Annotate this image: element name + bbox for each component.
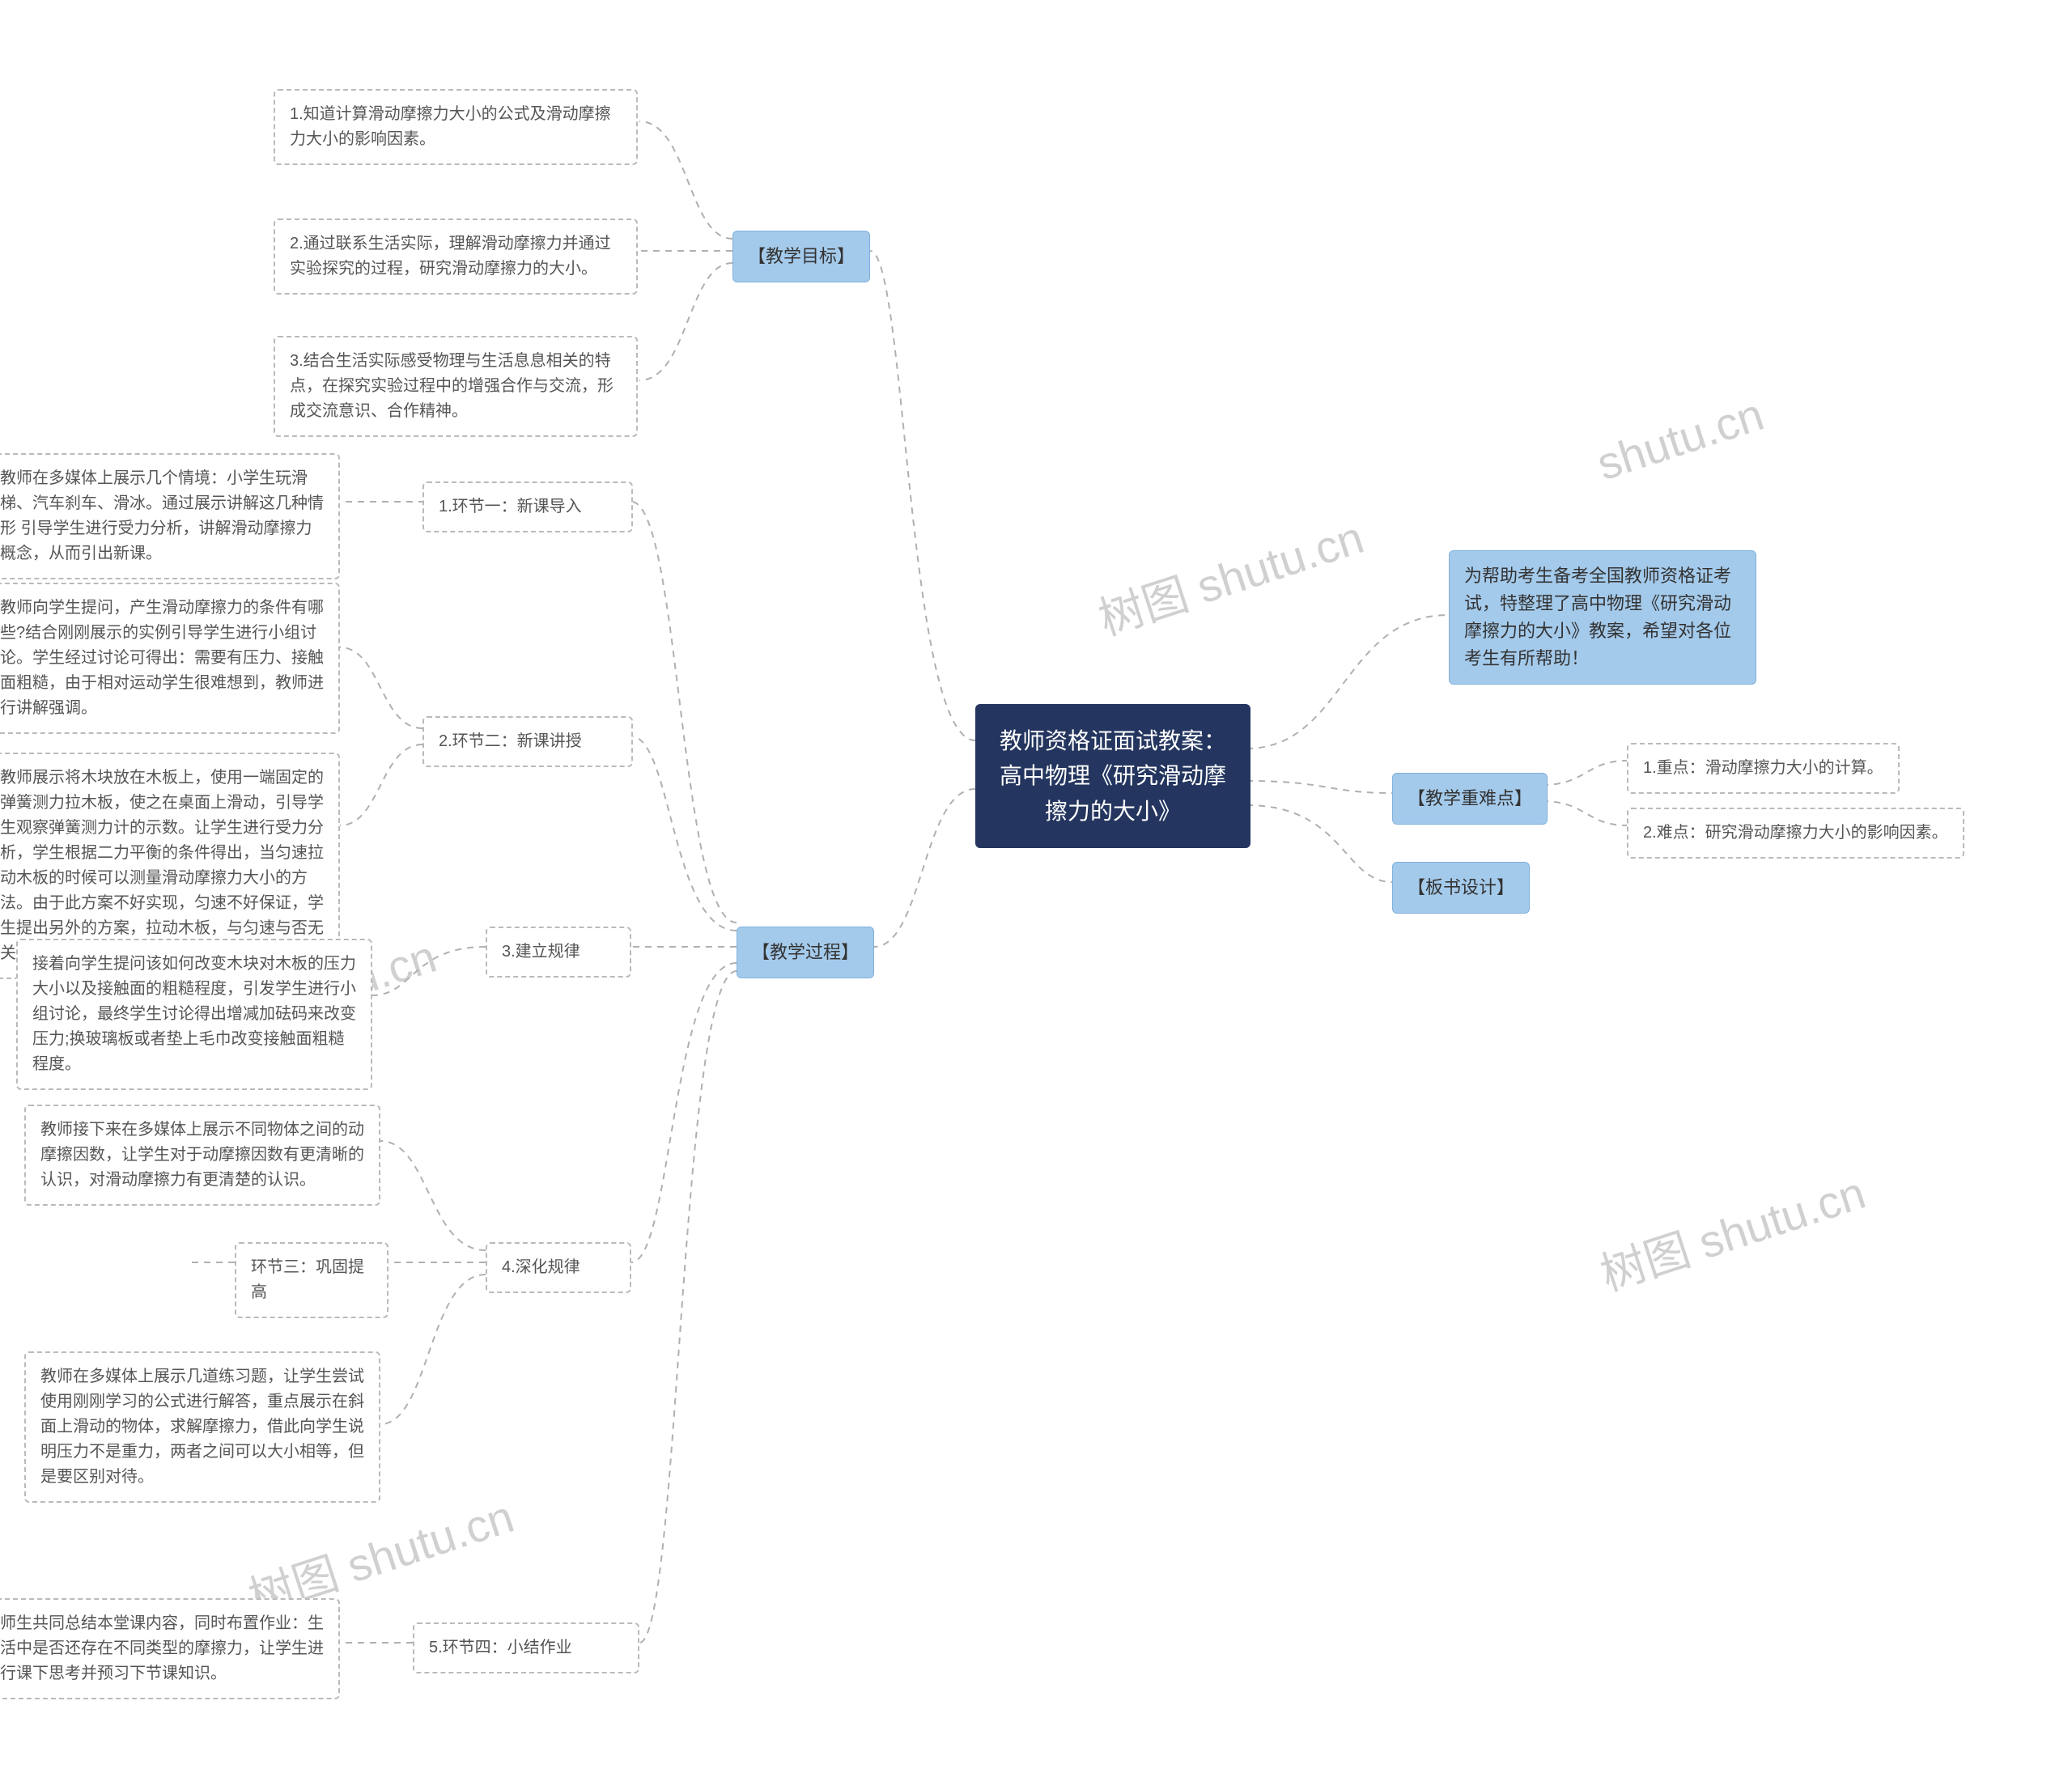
step-4-detail-a: 教师接下来在多媒体上展示不同物体之间的动摩擦因数，让学生对于动摩擦因数有更清晰的… <box>24 1105 380 1206</box>
step-4-label: 4.深化规律 <box>486 1242 631 1293</box>
step-2-detail-a: 教师向学生提问，产生滑动摩擦力的条件有哪些?结合刚刚展示的实例引导学生进行小组讨… <box>0 583 340 734</box>
goal-1: 1.知道计算滑动摩擦力大小的公式及滑动摩擦力大小的影响因素。 <box>274 89 638 165</box>
goal-3: 3.结合生活实际感受物理与生活息息相关的特点，在探究实验过程中的增强合作与交流，… <box>274 336 638 437</box>
step-3-label: 3.建立规律 <box>486 927 631 978</box>
watermark: shutu.cn <box>1590 388 1769 490</box>
step-5-detail: 师生共同总结本堂课内容，同时布置作业：生活中是否还存在不同类型的摩擦力，让学生进… <box>0 1598 340 1699</box>
section-goals: 【教学目标】 <box>732 231 870 282</box>
section-board: 【板书设计】 <box>1392 862 1530 914</box>
step-1-label: 1.环节一：新课导入 <box>422 481 633 532</box>
step-3-detail: 接着向学生提问该如何改变木块对木板的压力大小以及接触面的粗糙程度，引发学生进行小… <box>16 939 372 1090</box>
section-process: 【教学过程】 <box>737 927 874 978</box>
watermark: 树图 shutu.cn <box>1089 502 1371 649</box>
step-2-label: 2.环节二：新课讲授 <box>422 716 633 767</box>
watermark: 树图 shutu.cn <box>1591 1157 1873 1304</box>
step-5-label: 5.环节四：小结作业 <box>413 1622 639 1673</box>
step-4-sub: 环节三：巩固提高 <box>235 1242 388 1318</box>
key-item-1: 1.重点：滑动摩擦力大小的计算。 <box>1627 743 1900 794</box>
step-1-detail: 教师在多媒体上展示几个情境：小学生玩滑梯、汽车刹车、滑冰。通过展示讲解这几种情形… <box>0 453 340 579</box>
step-4-detail-b: 教师在多媒体上展示几道练习题，让学生尝试使用刚刚学习的公式进行解答，重点展示在斜… <box>24 1351 380 1503</box>
goal-2: 2.通过联系生活实际，理解滑动摩擦力并通过实验探究的过程，研究滑动摩擦力的大小。 <box>274 218 638 295</box>
key-item-2: 2.难点：研究滑动摩擦力大小的影响因素。 <box>1627 808 1964 859</box>
center-title: 教师资格证面试教案：高中物理《研究滑动摩擦力的大小》 <box>975 704 1250 848</box>
section-keys: 【教学重难点】 <box>1392 773 1548 825</box>
intro-text: 为帮助考生备考全国教师资格证考试，特整理了高中物理《研究滑动摩擦力的大小》教案，… <box>1449 550 1756 685</box>
